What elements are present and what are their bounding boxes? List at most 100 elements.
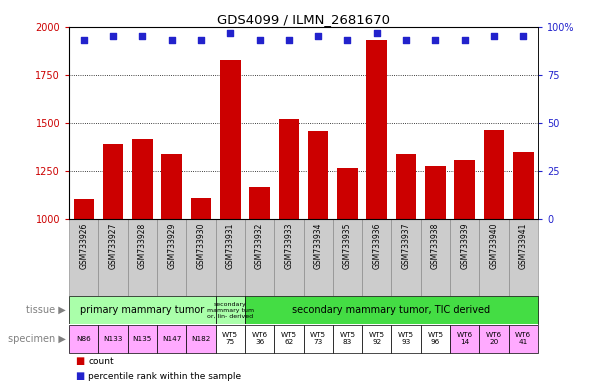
Bar: [367, 40, 387, 219]
FancyBboxPatch shape: [508, 325, 538, 353]
Point: [284, 37, 294, 43]
Text: GSM733930: GSM733930: [197, 223, 206, 269]
FancyBboxPatch shape: [391, 219, 421, 296]
Text: WT6
14: WT6 14: [457, 333, 473, 345]
FancyBboxPatch shape: [421, 325, 450, 353]
FancyBboxPatch shape: [391, 325, 421, 353]
Text: WT5
92: WT5 92: [368, 333, 385, 345]
FancyBboxPatch shape: [245, 219, 274, 296]
Text: N182: N182: [191, 336, 210, 342]
FancyBboxPatch shape: [157, 325, 186, 353]
Text: WT5
83: WT5 83: [340, 333, 356, 345]
Point: [255, 37, 264, 43]
Point: [138, 33, 147, 40]
Text: GSM733931: GSM733931: [226, 223, 235, 269]
Bar: [337, 168, 358, 219]
Text: GSM733935: GSM733935: [343, 223, 352, 269]
Bar: [308, 131, 328, 219]
FancyBboxPatch shape: [304, 219, 333, 296]
Text: WT5
73: WT5 73: [310, 333, 326, 345]
Bar: [249, 187, 270, 219]
Text: specimen ▶: specimen ▶: [8, 334, 66, 344]
Text: WT6
41: WT6 41: [515, 333, 531, 345]
FancyBboxPatch shape: [69, 219, 99, 296]
Text: WT5
62: WT5 62: [281, 333, 297, 345]
FancyBboxPatch shape: [216, 219, 245, 296]
FancyBboxPatch shape: [333, 219, 362, 296]
Bar: [132, 139, 153, 219]
Text: GSM733937: GSM733937: [401, 223, 410, 269]
Text: GSM733932: GSM733932: [255, 223, 264, 269]
Text: N133: N133: [103, 336, 123, 342]
Point: [519, 33, 528, 40]
FancyBboxPatch shape: [333, 325, 362, 353]
Text: percentile rank within the sample: percentile rank within the sample: [88, 372, 242, 381]
Bar: [220, 60, 240, 219]
Text: GSM733938: GSM733938: [431, 223, 440, 269]
Bar: [454, 161, 475, 219]
Text: ■: ■: [75, 371, 84, 381]
Text: WT5
93: WT5 93: [398, 333, 414, 345]
FancyBboxPatch shape: [157, 219, 186, 296]
FancyBboxPatch shape: [99, 219, 128, 296]
Text: GSM733928: GSM733928: [138, 223, 147, 269]
Text: WT6
36: WT6 36: [251, 333, 267, 345]
FancyBboxPatch shape: [245, 325, 274, 353]
Point: [401, 37, 411, 43]
Point: [79, 37, 88, 43]
Text: secondary mammary tumor, TIC derived: secondary mammary tumor, TIC derived: [292, 305, 490, 315]
FancyBboxPatch shape: [450, 325, 480, 353]
Point: [372, 30, 382, 36]
Text: GSM733941: GSM733941: [519, 223, 528, 269]
Bar: [425, 166, 445, 219]
FancyBboxPatch shape: [186, 325, 216, 353]
Bar: [191, 198, 211, 219]
FancyBboxPatch shape: [99, 325, 128, 353]
FancyBboxPatch shape: [421, 219, 450, 296]
Text: N135: N135: [133, 336, 152, 342]
FancyBboxPatch shape: [362, 219, 391, 296]
Text: GSM733926: GSM733926: [79, 223, 88, 269]
Bar: [103, 144, 123, 219]
Text: GSM733936: GSM733936: [372, 223, 381, 269]
Text: GSM733933: GSM733933: [284, 223, 293, 269]
Text: GSM733934: GSM733934: [314, 223, 323, 269]
FancyBboxPatch shape: [128, 325, 157, 353]
Bar: [279, 119, 299, 219]
Point: [196, 37, 206, 43]
FancyBboxPatch shape: [245, 296, 538, 324]
Point: [343, 37, 352, 43]
Point: [225, 30, 235, 36]
Text: primary mammary tumor: primary mammary tumor: [81, 305, 204, 315]
Point: [108, 33, 118, 40]
Point: [460, 37, 469, 43]
Text: GSM733929: GSM733929: [167, 223, 176, 269]
Text: WT5
96: WT5 96: [427, 333, 444, 345]
Point: [167, 37, 177, 43]
Text: N147: N147: [162, 336, 182, 342]
FancyBboxPatch shape: [480, 219, 508, 296]
FancyBboxPatch shape: [186, 219, 216, 296]
Text: GSM733927: GSM733927: [109, 223, 118, 269]
FancyBboxPatch shape: [216, 296, 245, 324]
FancyBboxPatch shape: [450, 219, 480, 296]
Text: WT5
75: WT5 75: [222, 333, 239, 345]
FancyBboxPatch shape: [69, 296, 216, 324]
Text: N86: N86: [76, 336, 91, 342]
Text: GSM733939: GSM733939: [460, 223, 469, 269]
FancyBboxPatch shape: [128, 219, 157, 296]
Point: [313, 33, 323, 40]
Text: tissue ▶: tissue ▶: [26, 305, 66, 315]
Bar: [73, 199, 94, 219]
Point: [430, 37, 440, 43]
FancyBboxPatch shape: [508, 219, 538, 296]
Bar: [396, 154, 416, 219]
Bar: [162, 154, 182, 219]
Title: GDS4099 / ILMN_2681670: GDS4099 / ILMN_2681670: [217, 13, 390, 26]
FancyBboxPatch shape: [216, 325, 245, 353]
Text: GSM733940: GSM733940: [489, 223, 498, 269]
FancyBboxPatch shape: [69, 325, 99, 353]
Point: [489, 33, 499, 40]
Text: count: count: [88, 357, 114, 366]
FancyBboxPatch shape: [304, 325, 333, 353]
